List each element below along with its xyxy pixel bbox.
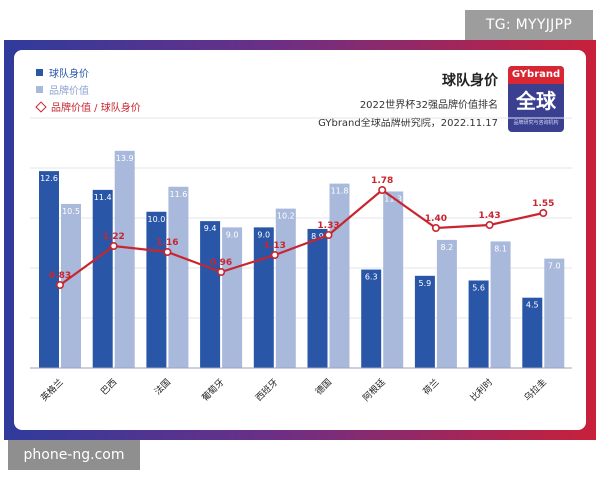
category-tick-label: 巴西 [99, 377, 120, 398]
team-value-bar [253, 227, 274, 368]
category-tick-label: 英格兰 [38, 376, 66, 404]
brand-value-label: 8.1 [494, 244, 507, 253]
team-value-label: 5.9 [419, 279, 432, 288]
title-block: 球队身价 2022世界杯32强品牌价值排名 GYbrand全球品牌研究院，202… [318, 70, 498, 129]
chart-source: GYbrand全球品牌研究院，2022.11.17 [318, 118, 498, 129]
legend: 球队身价 品牌价值 品牌价值 / 球队身价 [35, 64, 141, 115]
brand-value-label: 11.6 [169, 190, 187, 199]
ratio-point [378, 186, 387, 195]
ratio-value-label: 1.43 [478, 211, 500, 221]
category-tick-label: 西班牙 [253, 376, 281, 404]
ratio-point [485, 221, 494, 230]
brand-value-bar [544, 258, 565, 368]
brand-value-bar [329, 183, 350, 368]
team-value-bar [39, 171, 59, 368]
brand-value-bar [168, 186, 189, 368]
chart-title: 球队身价 [442, 73, 498, 89]
logo-sub-text: 品牌研究与咨询机构 [513, 120, 559, 126]
brand-value-bar [383, 191, 404, 368]
team-value-bar [414, 275, 435, 368]
ratio-value-label: 1.22 [103, 232, 125, 242]
category-tick-label: 荷兰 [420, 376, 441, 397]
category-tick-label: 阿根廷 [360, 376, 388, 404]
legend-item-brand-value: 品牌价值 [36, 81, 141, 98]
watermark-top: TG: MYYJJPP [465, 10, 593, 40]
legend-label-ratio: 品牌价值 / 球队身价 [51, 103, 141, 114]
logo-main-text: 全球 [516, 89, 556, 113]
legend-label-brand-value: 品牌价值 [49, 86, 89, 97]
ratio-point [431, 224, 440, 233]
brand-value-bar [436, 239, 457, 368]
team-value-label: 10.0 [147, 215, 165, 224]
legend-item-team-value: 球队身价 [36, 64, 141, 81]
team-value-label: 12.6 [40, 174, 58, 183]
team-value-label: 9.4 [204, 224, 217, 233]
team-value-bar [92, 189, 113, 368]
brand-value-bar [490, 241, 511, 368]
ratio-point [109, 242, 118, 251]
brand-value-bar [114, 150, 135, 368]
ratio-value-label: 1.55 [532, 199, 554, 209]
team-value-label: 9.0 [257, 230, 270, 239]
brand-value-label: 9.0 [226, 230, 239, 239]
brand-value-label: 10.2 [277, 212, 295, 221]
gybrand-logo: GYbrand 全球 品牌研究与咨询机构 [508, 66, 564, 132]
category-tick-label: 德国 [313, 376, 334, 397]
watermark-bottom: phone-ng.com [8, 440, 140, 470]
brand-value-label: 8.2 [441, 243, 454, 252]
category-tick-label: 葡萄牙 [199, 376, 227, 404]
legend-swatch-brand-value [36, 86, 43, 93]
brand-value-label: 11.8 [331, 187, 349, 196]
category-tick-label: 法国 [152, 376, 173, 397]
ratio-value-label: 1.40 [425, 214, 447, 224]
legend-label-team-value: 球队身价 [49, 69, 89, 80]
brand-value-bar [222, 227, 243, 368]
ratio-line [59, 188, 544, 286]
team-value-bar [468, 280, 489, 368]
legend-item-ratio: 品牌价值 / 球队身价 [35, 98, 141, 115]
ratio-point [324, 231, 333, 240]
ratio-value-label: 0.96 [210, 258, 232, 268]
brand-value-bar [275, 208, 296, 368]
team-value-bar [522, 297, 543, 368]
team-value-label: 5.6 [472, 284, 485, 293]
ratio-point [163, 248, 172, 257]
team-value-label: 4.5 [526, 301, 539, 310]
ratio-value-label: 1.78 [371, 176, 393, 186]
brand-value-label: 10.5 [62, 207, 80, 216]
ratio-point [270, 251, 279, 260]
brand-value-label: 13.9 [116, 154, 134, 163]
team-value-bar [200, 221, 221, 368]
team-value-label: 11.4 [94, 193, 112, 202]
brand-value-bar [61, 203, 81, 368]
ratio-value-label: 1.33 [317, 221, 339, 231]
team-value-bar [307, 228, 328, 368]
chart-subtitle: 2022世界杯32强品牌价值排名 [359, 100, 498, 111]
ratio-point [217, 267, 226, 276]
team-value-bar [361, 269, 382, 368]
category-tick-label: 比利时 [468, 376, 496, 404]
ratio-value-label: 1.16 [156, 238, 178, 248]
ratio-point [55, 280, 64, 289]
team-value-label: 8.9 [311, 232, 324, 241]
ratio-value-label: 1.13 [264, 241, 286, 251]
category-tick-label: 乌拉圭 [521, 376, 549, 404]
legend-swatch-team-value [36, 69, 43, 76]
team-value-bar [146, 211, 167, 368]
logo-brand-text: GYbrand [508, 66, 564, 84]
team-value-label: 6.3 [365, 273, 378, 282]
brand-value-label: 7.0 [548, 262, 561, 271]
ratio-point [539, 209, 548, 218]
ratio-value-label: 0.83 [49, 271, 71, 281]
